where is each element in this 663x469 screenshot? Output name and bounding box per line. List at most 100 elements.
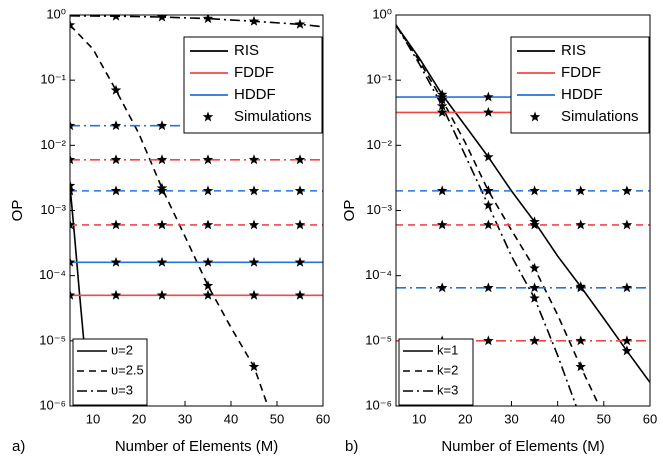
y-tick-label: 10⁻⁶ <box>39 397 66 412</box>
plot-frame <box>69 14 324 407</box>
simulation-marker <box>70 219 76 230</box>
y-tick-label: 10⁰ <box>372 6 392 21</box>
x-tick-label: 30 <box>178 411 192 426</box>
legend-marker <box>529 111 541 122</box>
simulation-marker <box>294 154 306 165</box>
simulation-marker <box>621 282 633 293</box>
simulation-marker <box>156 256 168 267</box>
panel-label: b) <box>345 438 358 455</box>
legend-label: Simulations <box>561 108 639 125</box>
simulation-marker <box>248 361 260 372</box>
simulation-marker <box>202 256 214 267</box>
style-legend-label: k=1 <box>437 342 458 357</box>
style-legend-box <box>72 338 148 406</box>
simulation-marker <box>202 219 214 230</box>
simulation-marker <box>294 185 306 196</box>
series-line <box>70 24 269 406</box>
y-tick-label: 10⁻⁶ <box>365 397 392 412</box>
y-tick-label: 10⁻¹ <box>366 72 392 87</box>
legend-marker <box>202 111 214 122</box>
simulation-marker <box>529 185 540 196</box>
simulation-marker <box>156 185 168 196</box>
simulation-marker <box>110 154 122 165</box>
panel-label: a) <box>12 438 25 455</box>
y-tick-label: 10⁻² <box>40 137 66 152</box>
simulation-marker <box>483 335 494 346</box>
simulation-marker <box>621 185 633 196</box>
x-tick-label: 40 <box>224 411 238 426</box>
simulation-marker <box>70 120 76 131</box>
x-tick-label: 20 <box>132 411 146 426</box>
simulation-marker <box>575 361 586 372</box>
simulation-marker <box>70 180 76 191</box>
x-tick-label: 10 <box>86 411 100 426</box>
simulation-marker <box>529 292 540 303</box>
simulation-marker <box>436 91 448 102</box>
simulation-marker <box>483 282 494 293</box>
legend-label: FDDF <box>561 64 601 81</box>
simulation-marker <box>436 282 448 293</box>
simulation-marker <box>248 154 260 165</box>
x-tick-label: 20 <box>458 411 472 426</box>
simulation-marker <box>483 199 494 210</box>
simulation-marker <box>110 256 122 267</box>
simulation-marker <box>156 289 168 300</box>
simulation-marker <box>621 345 633 356</box>
simulation-marker <box>575 185 586 196</box>
simulation-marker <box>294 289 306 300</box>
simulation-marker <box>202 185 214 196</box>
y-tick-label: 10⁰ <box>46 6 66 21</box>
y-tick-label: 10⁻² <box>366 137 392 152</box>
x-tick-label: 60 <box>643 411 657 426</box>
style-legend-label: υ=2.5 <box>111 362 144 377</box>
y-tick-label: 10⁻³ <box>40 202 66 217</box>
simulation-marker <box>294 256 306 267</box>
x-tick-label: 10 <box>412 411 426 426</box>
series-line <box>396 24 650 383</box>
simulation-marker <box>483 91 494 102</box>
simulation-marker <box>529 282 540 293</box>
simulation-marker <box>436 106 448 117</box>
simulation-marker <box>110 84 122 95</box>
simulation-marker <box>436 100 448 111</box>
simulation-marker <box>294 219 306 230</box>
x-tick-label: 50 <box>270 411 284 426</box>
simulation-marker <box>110 289 122 300</box>
simulation-marker <box>111 15 121 21</box>
style-legend-label: υ=2 <box>111 342 133 357</box>
style-legend-label: υ=3 <box>111 382 133 397</box>
x-tick-label: 60 <box>316 411 330 426</box>
y-tick-label: 10⁻⁴ <box>39 267 66 282</box>
legend-label: HDDF <box>561 86 603 103</box>
style-legend-label: k=2 <box>437 362 458 377</box>
x-axis-label: Number of Elements (M) <box>115 438 278 455</box>
simulation-marker <box>70 19 76 30</box>
simulation-marker <box>575 335 586 346</box>
simulation-marker <box>110 219 122 230</box>
simulation-marker <box>621 219 633 230</box>
simulation-marker <box>156 120 168 131</box>
simulation-marker <box>156 15 168 22</box>
simulation-marker <box>110 120 122 131</box>
x-axis-label: Number of Elements (M) <box>441 438 604 455</box>
simulation-marker <box>202 289 214 300</box>
x-tick-label: 50 <box>597 411 611 426</box>
legend-label: Simulations <box>234 108 312 125</box>
y-axis-label: OP <box>341 200 358 222</box>
style-legend-box <box>398 338 474 406</box>
y-tick-label: 10⁻⁵ <box>365 332 392 347</box>
simulation-marker <box>483 185 494 196</box>
simulation-marker <box>202 280 214 291</box>
series-line <box>396 24 600 406</box>
simulation-marker <box>621 335 633 346</box>
simulation-marker <box>529 335 540 346</box>
y-axis-label: OP <box>9 200 26 222</box>
simulation-marker <box>248 15 260 26</box>
simulation-marker <box>483 219 494 230</box>
simulation-marker <box>294 18 306 29</box>
y-tick-label: 10⁻³ <box>366 202 392 217</box>
legend-label: HDDF <box>234 86 276 103</box>
simulation-marker <box>529 219 540 230</box>
